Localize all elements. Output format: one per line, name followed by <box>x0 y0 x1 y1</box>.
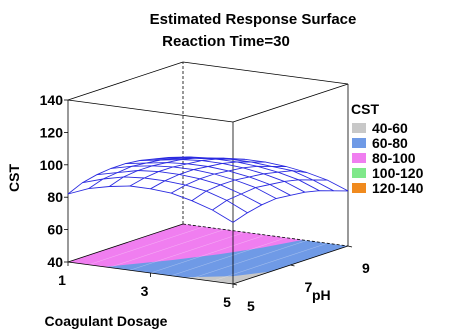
legend-title: CST <box>351 101 379 117</box>
legend-label: 120-140 <box>372 180 424 196</box>
legend-label: 80-100 <box>372 150 416 166</box>
x-tick-label: 1 <box>58 272 66 288</box>
y-axis-label: pH <box>312 287 331 303</box>
x-axis-ticks: 1 3 5 <box>58 262 234 310</box>
legend-swatch <box>352 183 366 193</box>
contour-floor <box>67 223 349 285</box>
surface-line-y <box>96 170 263 206</box>
y-tick-mark <box>347 245 353 248</box>
chart-subtitle: Reaction Time=30 <box>162 33 290 50</box>
z-tick-label: 80 <box>47 189 63 205</box>
surface-line-y <box>139 159 306 193</box>
y-tick-label: 7 <box>305 279 313 295</box>
surface-line-x <box>232 190 349 223</box>
y-tick-mark <box>290 264 295 267</box>
z-tick-label: 40 <box>47 254 63 270</box>
surface-line-y <box>154 157 320 192</box>
x-axis-label: Coagulant Dosage <box>45 313 168 329</box>
surface-line-y <box>168 156 334 192</box>
y-tick-label: 9 <box>362 260 370 276</box>
z-axis-label: CST <box>6 164 22 192</box>
surface-wireframe <box>67 156 349 223</box>
surface-line-y <box>182 157 349 192</box>
floor-band-40-60 <box>183 271 271 284</box>
legend-label: 40-60 <box>372 120 408 136</box>
surface-line-x <box>88 156 204 189</box>
z-tick-label: 120 <box>40 124 64 140</box>
surface-line-x <box>170 165 287 194</box>
legend-label: 100-120 <box>372 165 424 181</box>
chart-title: Estimated Response Surface <box>150 11 357 28</box>
surface-line-y <box>111 165 277 199</box>
y-tick-mark <box>232 283 238 286</box>
surface-line-y <box>67 185 234 223</box>
legend-label: 60-80 <box>372 135 408 151</box>
z-tick-label: 100 <box>40 157 64 173</box>
legend-swatch <box>352 153 366 163</box>
legend-swatch <box>352 138 366 148</box>
legend-swatch <box>352 123 366 133</box>
y-tick-label: 5 <box>247 298 255 314</box>
z-tick-label: 60 <box>47 222 63 238</box>
z-axis-ticks: 40 60 80 100 120 140 <box>40 92 68 270</box>
x-tick-label: 3 <box>141 283 149 299</box>
z-tick-label: 140 <box>40 92 64 108</box>
x-tick-label: 5 <box>223 294 231 310</box>
y-axis-ticks: 5 7 9 <box>232 245 370 314</box>
surface-line-y <box>82 176 248 214</box>
legend-swatch <box>352 168 366 178</box>
surface-line-y <box>125 162 291 196</box>
floor-band-80-100 <box>68 224 303 267</box>
